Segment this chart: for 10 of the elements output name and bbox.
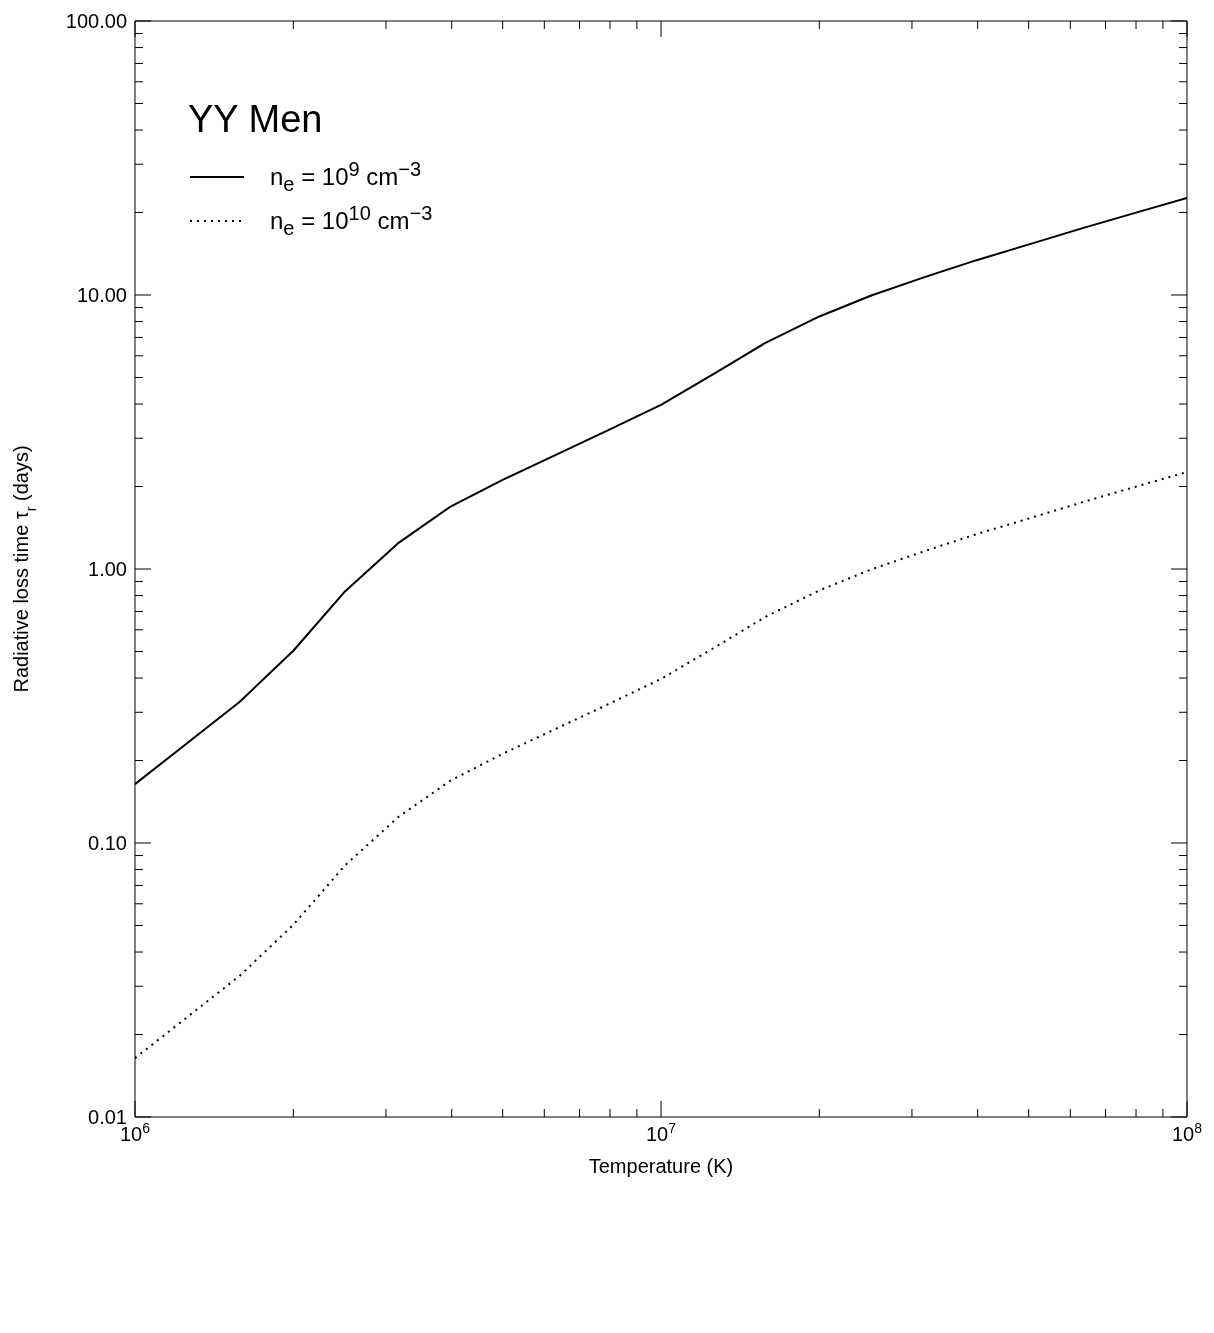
legend-label: n$_{e}$ = 10$^{9}$ cm$^{−3}$ <box>270 158 422 196</box>
y-tick-label: 0.10 <box>88 832 127 854</box>
x-tick-label: 10$^{7}$ <box>645 1120 677 1145</box>
legend-title: YY Men <box>188 98 324 141</box>
y-tick-label: 100.00 <box>65 10 127 32</box>
legend-label: n$_{e}$ = 10$^{10}$ cm$^{−3}$ <box>270 202 433 240</box>
x-axis-title: Temperature (K) <box>588 1155 734 1177</box>
x-tick-label: 10$^{8}$ <box>1171 1120 1203 1145</box>
y-tick-label: 10.00 <box>76 284 127 306</box>
y-tick-label: 1.00 <box>88 558 127 580</box>
